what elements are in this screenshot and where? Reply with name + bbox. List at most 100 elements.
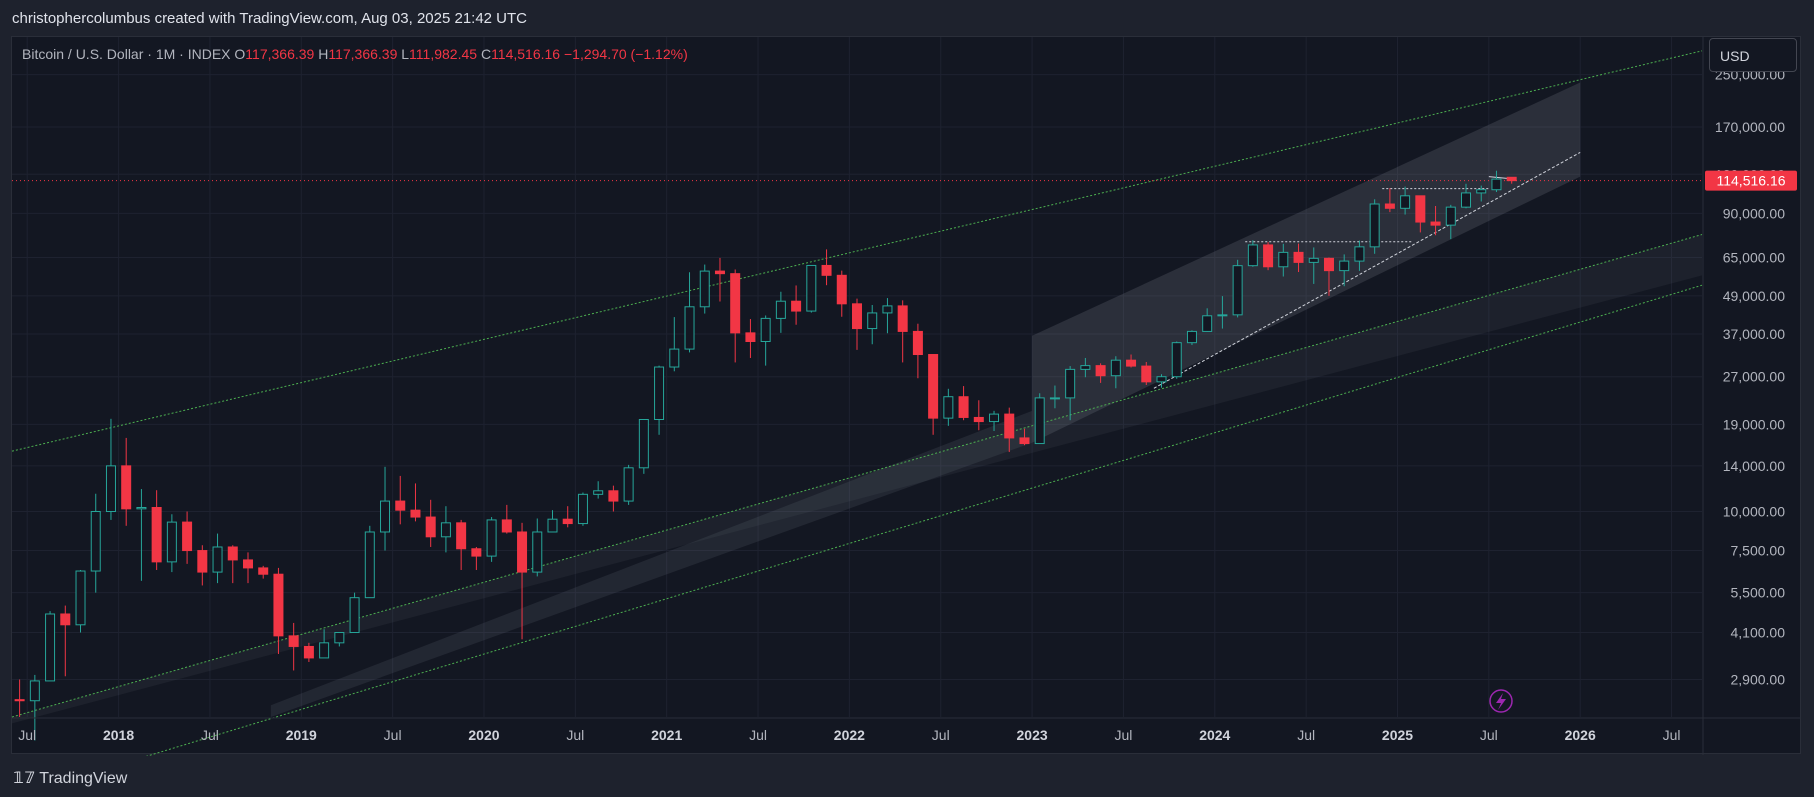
- chart-pane[interactable]: [11, 36, 1801, 754]
- candle-body: [1156, 376, 1167, 383]
- candle-body: [836, 274, 847, 305]
- candle-body: [1034, 397, 1045, 445]
- time-tick-label: Jul: [1114, 727, 1132, 743]
- time-tick-label: 2026: [1565, 727, 1596, 743]
- channel-lower-line: [11, 284, 1703, 797]
- candle-body: [638, 418, 649, 469]
- candle-body: [456, 522, 467, 550]
- candle-body: [775, 300, 786, 319]
- candle-body: [288, 635, 299, 647]
- candle-body: [1186, 330, 1197, 344]
- candle-body: [928, 354, 939, 419]
- candle-body: [989, 413, 1000, 423]
- time-tick-label: 2018: [103, 727, 134, 743]
- grid-lines: [12, 37, 1702, 717]
- tradingview-logo-icon: 𝟙𝟟: [13, 768, 36, 787]
- candle-body: [1400, 195, 1411, 209]
- brand-name: TradingView: [39, 770, 128, 787]
- candle-body: [1171, 342, 1182, 378]
- candle-body: [136, 507, 147, 510]
- candle-body: [1278, 251, 1289, 268]
- time-tick-label: 2019: [286, 727, 317, 743]
- candle-body: [197, 550, 208, 573]
- candle-body: [1263, 244, 1274, 268]
- candle-body: [821, 264, 832, 276]
- candle-body: [105, 465, 116, 513]
- lightning-icon-bolt: [1496, 693, 1506, 710]
- candle-body: [760, 317, 771, 343]
- time-tick-label: 2024: [1199, 727, 1230, 743]
- candle-body: [867, 312, 878, 330]
- price-tick-label: 90,000.00: [1723, 205, 1785, 221]
- candle-body: [425, 516, 436, 538]
- attribution-bar: christophercolumbus created with Trading…: [0, 0, 1814, 36]
- price-tick-label: 5,500.00: [1731, 585, 1786, 601]
- candle-body: [593, 490, 604, 495]
- time-tick-label: Jul: [566, 727, 584, 743]
- channel-upper-line: [11, 50, 1703, 452]
- time-tick-label: Jul: [18, 727, 36, 743]
- channel-middle-fill: [12, 234, 1702, 724]
- time-tick-label: Jul: [1663, 727, 1681, 743]
- current-price-label: 114,516.16: [1716, 173, 1785, 189]
- candle-body: [1095, 365, 1106, 377]
- candle-body: [212, 546, 223, 573]
- candle-body: [547, 518, 558, 533]
- candle-body: [440, 522, 451, 538]
- candle-body: [1384, 203, 1395, 209]
- candle-body: [973, 416, 984, 423]
- lightning-icon[interactable]: [1489, 689, 1513, 713]
- candle-body: [1232, 265, 1243, 316]
- candle-body: [532, 531, 543, 573]
- candle-body: [1430, 221, 1441, 226]
- candles: [14, 170, 1517, 741]
- candle-body: [471, 548, 482, 557]
- candle-body: [1369, 203, 1380, 248]
- candle-body: [273, 573, 284, 637]
- candle-body: [45, 613, 56, 682]
- candle-body: [1004, 413, 1015, 439]
- tradingview-brand[interactable]: 𝟙𝟟 TradingView: [13, 768, 127, 788]
- candle-body: [1308, 257, 1319, 263]
- candle-body: [577, 493, 588, 525]
- currency-button[interactable]: USD: [1709, 38, 1797, 72]
- candle-body: [1049, 397, 1060, 400]
- candle-body: [90, 511, 101, 572]
- trend-channel-fill: [1032, 82, 1581, 443]
- candle-body: [1247, 244, 1258, 267]
- candle-body: [730, 273, 741, 334]
- candle-body: [745, 332, 756, 343]
- candle-body: [1445, 206, 1456, 226]
- price-axis: 250,000.00170,000.00120,000.0090,000.006…: [1705, 67, 1797, 688]
- candle-body: [1354, 246, 1365, 262]
- time-tick-label: 2022: [834, 727, 865, 743]
- candle-body: [334, 632, 345, 644]
- candle-body: [517, 531, 528, 573]
- candle-body: [943, 396, 954, 419]
- candle-body: [14, 699, 25, 702]
- price-tick-label: 37,000.00: [1723, 326, 1785, 342]
- candle-body: [852, 303, 862, 330]
- time-tick-label: Jul: [384, 727, 402, 743]
- candle-body: [1323, 257, 1334, 272]
- symbol-name: Bitcoin / U.S. Dollar · 1M · INDEX: [22, 46, 231, 62]
- symbol-legend: Bitcoin / U.S. Dollar · 1M · INDEX O117,…: [22, 46, 688, 62]
- current-price-tag: [1705, 170, 1797, 191]
- time-tick-label: Jul: [1480, 727, 1498, 743]
- candle-body: [410, 509, 421, 518]
- early-channel-fill: [270, 410, 1033, 717]
- candle-body: [912, 330, 923, 356]
- candle-body: [380, 500, 391, 533]
- attribution-text: christophercolumbus created with Trading…: [12, 10, 528, 27]
- time-tick-label: Jul: [749, 727, 767, 743]
- candle-body: [1126, 359, 1137, 367]
- candle-body: [958, 396, 969, 418]
- candle-body: [166, 521, 177, 563]
- candle-body: [1110, 359, 1121, 377]
- candle-body: [258, 567, 269, 575]
- candle-body: [1080, 365, 1091, 370]
- price-tick-label: 65,000.00: [1723, 249, 1785, 265]
- candle-body: [242, 559, 253, 569]
- candle-body: [699, 270, 710, 308]
